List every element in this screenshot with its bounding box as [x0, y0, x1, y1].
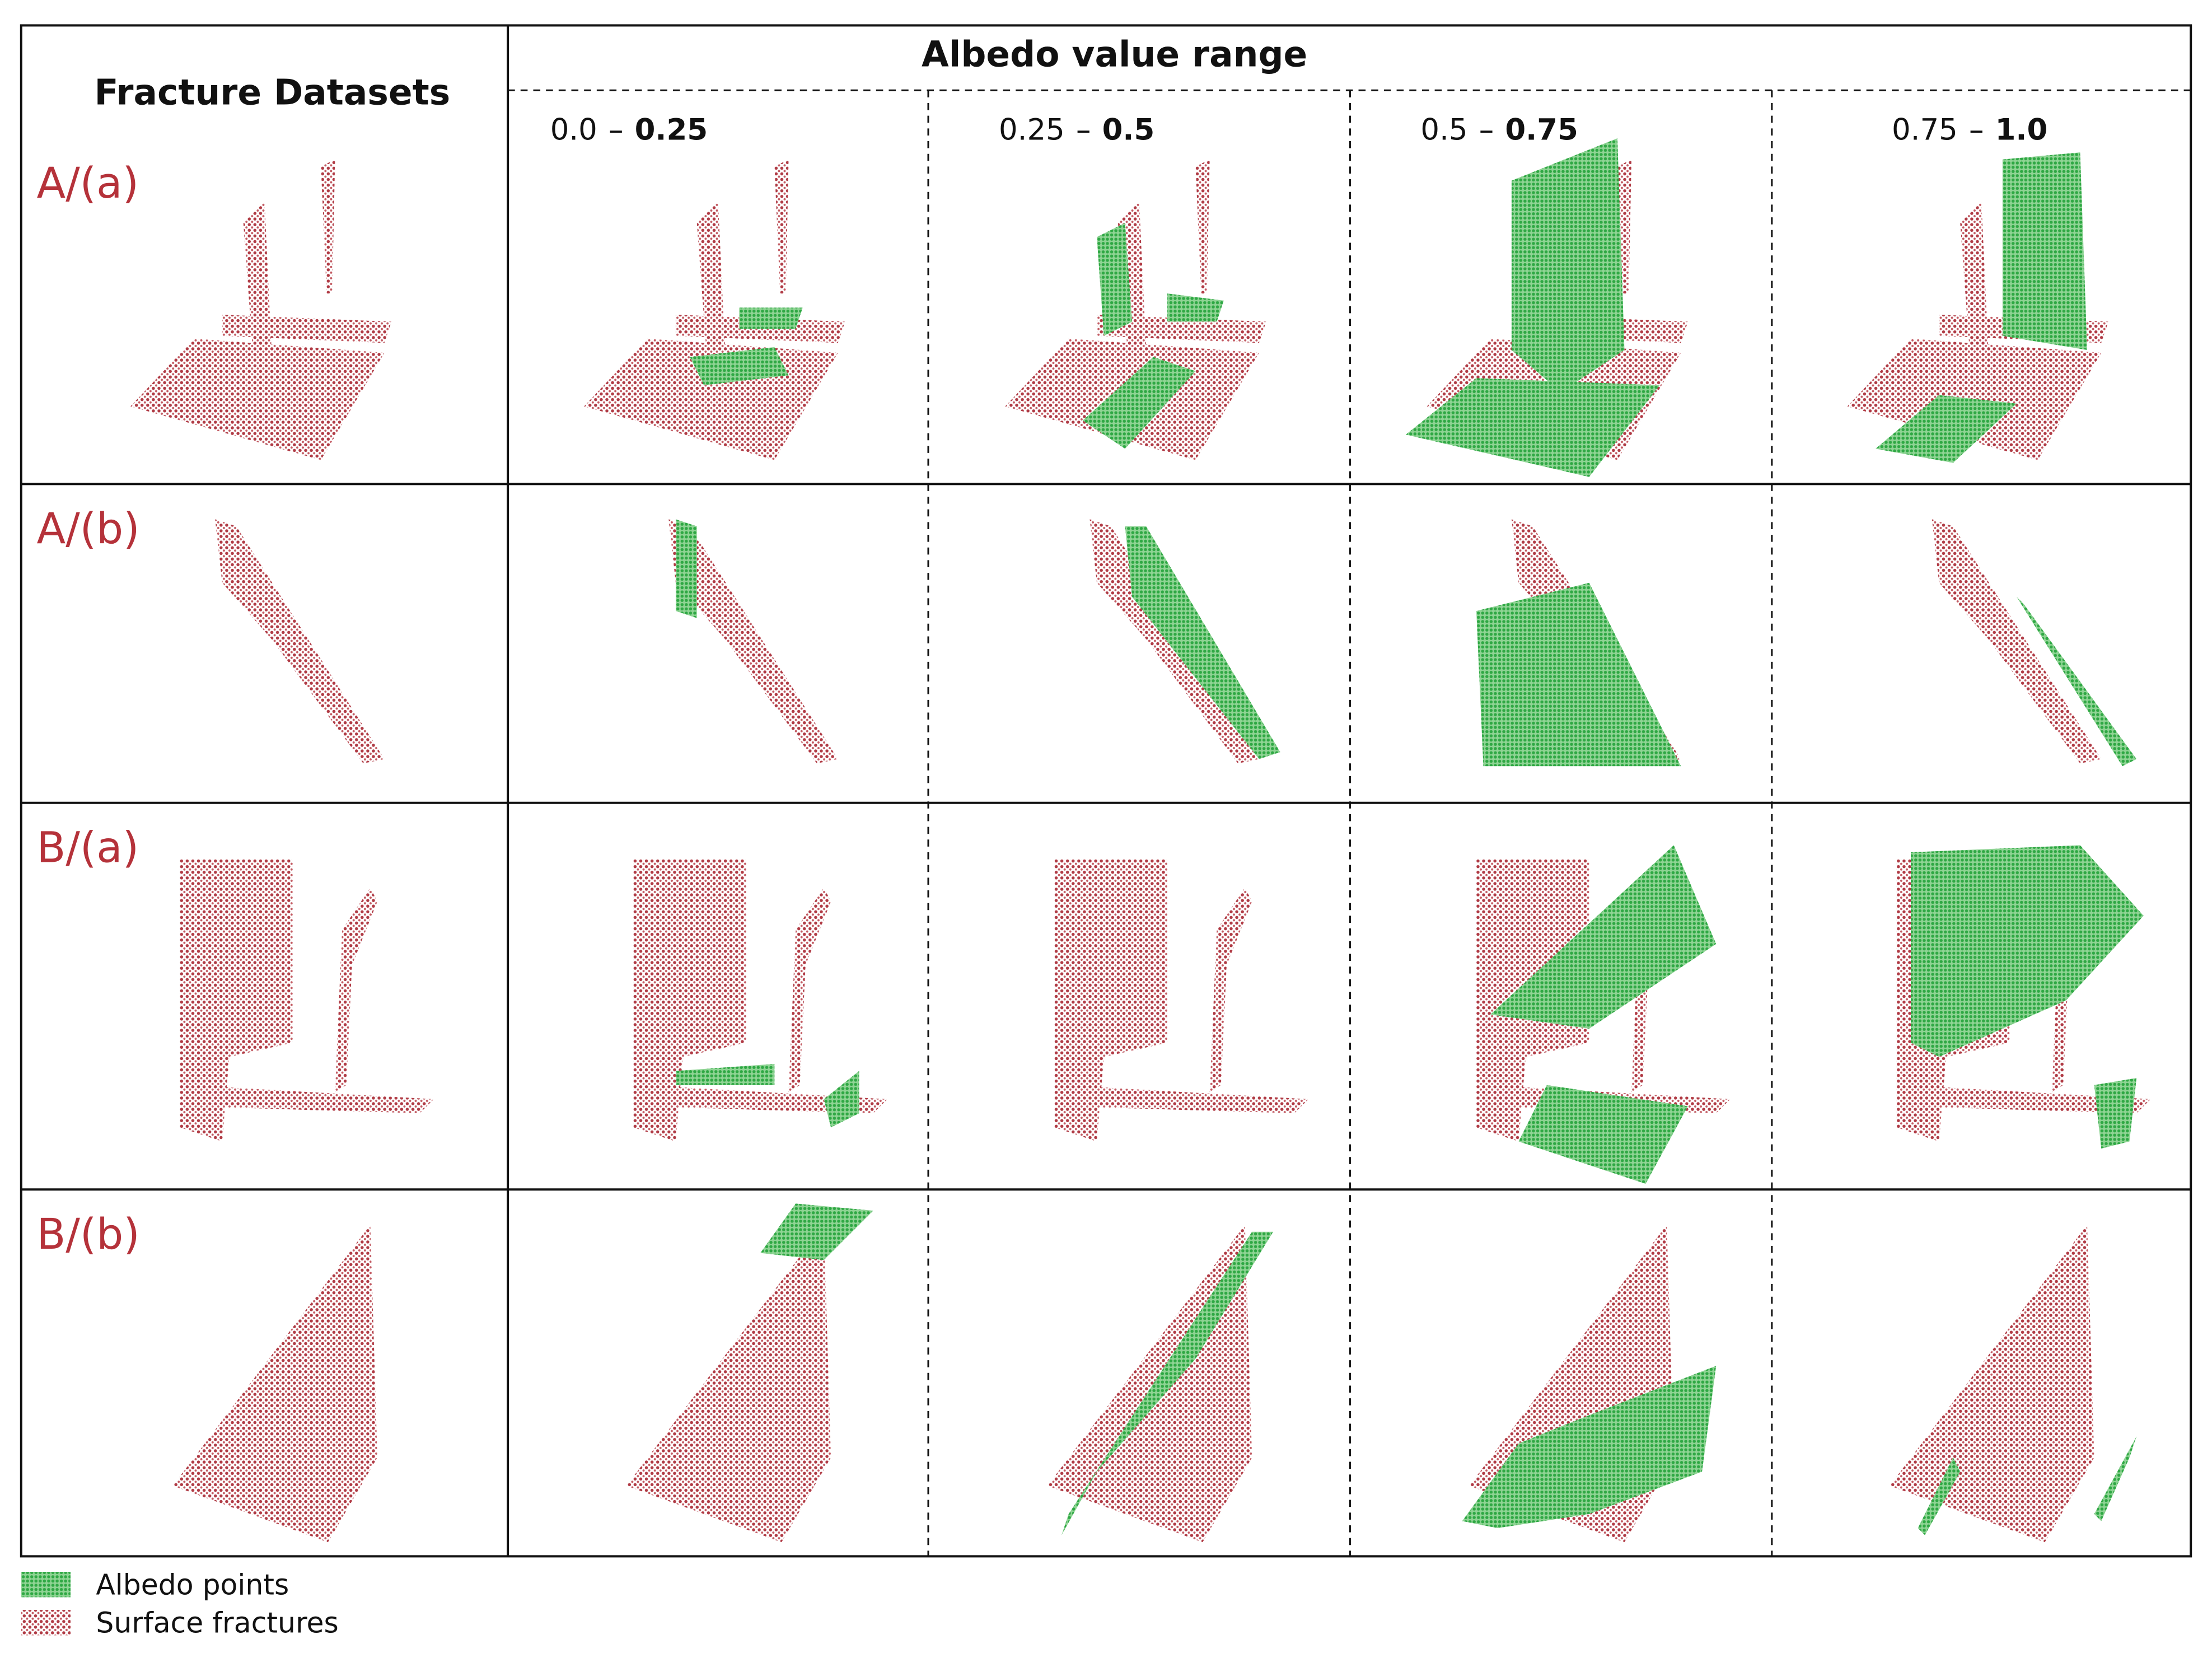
range-label: 0.75–1.0: [1892, 113, 2047, 147]
albedo-points: [1462, 1366, 1717, 1528]
point-cloud: [584, 159, 845, 460]
albedo-points: [1125, 526, 1280, 759]
row-label: A/(a): [37, 158, 139, 208]
range-high: 0.75: [1505, 113, 1578, 147]
range-separator: –: [609, 113, 623, 147]
point-cloud: [633, 859, 887, 1142]
albedo-points: [1876, 395, 2017, 463]
surface-fractures: [335, 887, 378, 1092]
range-low: 0.25: [999, 113, 1065, 147]
point-cloud: [1462, 1225, 1717, 1543]
surface-fractures: [321, 159, 335, 294]
surface-fractures: [1932, 519, 2102, 764]
row-label: B/(b): [37, 1210, 140, 1259]
point-cloud: [1932, 519, 2137, 767]
albedo-points: [1518, 1085, 1688, 1184]
range-label: 0.0–0.25: [550, 113, 708, 147]
surface-fractures: [1195, 159, 1210, 294]
albedo-points: [2094, 1078, 2137, 1149]
point-cloud: [1476, 845, 1731, 1184]
group-title: Albedo value range: [922, 34, 1307, 74]
range-label: 0.25–0.5: [999, 113, 1154, 147]
point-cloud: [1089, 519, 1280, 764]
surface-fractures: [1890, 1225, 2094, 1543]
surface-fractures: [1054, 859, 1168, 1142]
surface-fractures: [186, 1085, 434, 1114]
surface-fractures: [180, 859, 293, 1142]
range-separator: –: [1076, 113, 1091, 147]
point-cloud: [172, 1225, 378, 1543]
albedo-points: [1918, 1457, 1961, 1535]
albedo-points: [2094, 1436, 2137, 1521]
legend-swatch-fracture: [21, 1610, 71, 1636]
albedo-points: [2002, 152, 2088, 350]
albedo-points: [1061, 1231, 1274, 1535]
point-cloud: [668, 519, 838, 764]
surface-fractures: [640, 1085, 887, 1114]
surface-fractures: [222, 314, 392, 343]
albedo-points: [690, 347, 789, 385]
surface-fractures: [774, 159, 789, 294]
surface-fractures: [172, 1225, 378, 1543]
point-cloud: [1890, 1225, 2137, 1543]
range-low: 0.0: [550, 113, 597, 147]
legend-label: Surface fractures: [96, 1606, 338, 1639]
albedo-points: [1097, 223, 1133, 336]
albedo-points: [1490, 845, 1717, 1029]
point-cloud: [1847, 152, 2108, 463]
albedo-points: [1511, 138, 1625, 393]
albedo-points: [760, 1203, 873, 1260]
surface-fractures: [1097, 314, 1266, 343]
range-high: 0.25: [635, 113, 708, 147]
range-low: 0.75: [1892, 113, 1958, 147]
point-cloud: [1405, 138, 1688, 477]
range-low: 0.5: [1420, 113, 1467, 147]
legend-swatch-albedo: [21, 1572, 71, 1598]
surface-fractures: [1904, 1085, 2151, 1114]
albedo-points: [675, 1063, 775, 1085]
surface-fractures: [1061, 1085, 1309, 1114]
range-label: 0.5–0.75: [1420, 113, 1578, 147]
point-cloud: [1005, 159, 1266, 460]
range-separator: –: [1969, 113, 1984, 147]
surface-fractures: [668, 519, 838, 764]
albedo-points: [1082, 357, 1196, 449]
cells: 0.0–0.25 0.25–0.5 0.5–0.75 0.75–1.0A/(a)A/(…: [37, 113, 2151, 1543]
row-label: B/(a): [37, 823, 139, 872]
point-cloud: [1047, 1225, 1274, 1543]
range-high: 0.5: [1102, 113, 1155, 147]
range-high: 1.0: [1995, 113, 2048, 147]
surface-fractures: [788, 887, 831, 1092]
point-cloud: [180, 859, 434, 1142]
albedo-points: [824, 1071, 859, 1128]
surface-fractures: [130, 338, 385, 460]
surface-fractures: [215, 519, 385, 764]
point-cloud: [1054, 859, 1309, 1142]
table-frame: [20, 24, 2192, 1558]
surface-fractures: [1617, 159, 1632, 294]
range-separator: –: [1479, 113, 1494, 147]
row-label: A/(b): [37, 504, 140, 553]
left-title: Fracture Datasets: [94, 72, 450, 113]
albedo-points: [1911, 845, 2144, 1057]
albedo-points: [739, 307, 803, 329]
albedo-points: [1405, 378, 1660, 477]
surface-fractures: [1209, 887, 1252, 1092]
albedo-points: [1476, 582, 1681, 767]
albedo-points: [2017, 596, 2137, 767]
point-cloud: [1476, 519, 1681, 767]
albedo-points: [675, 519, 697, 618]
point-cloud: [215, 519, 385, 764]
legend-label: Albedo points: [96, 1568, 289, 1601]
albedo-points: [1167, 293, 1224, 322]
surface-fractures: [633, 859, 746, 1142]
surface-fractures: [1047, 1225, 1252, 1543]
point-cloud: [626, 1203, 873, 1543]
surface-fractures: [626, 1225, 831, 1543]
point-cloud: [130, 159, 392, 460]
point-cloud: [1896, 845, 2151, 1149]
